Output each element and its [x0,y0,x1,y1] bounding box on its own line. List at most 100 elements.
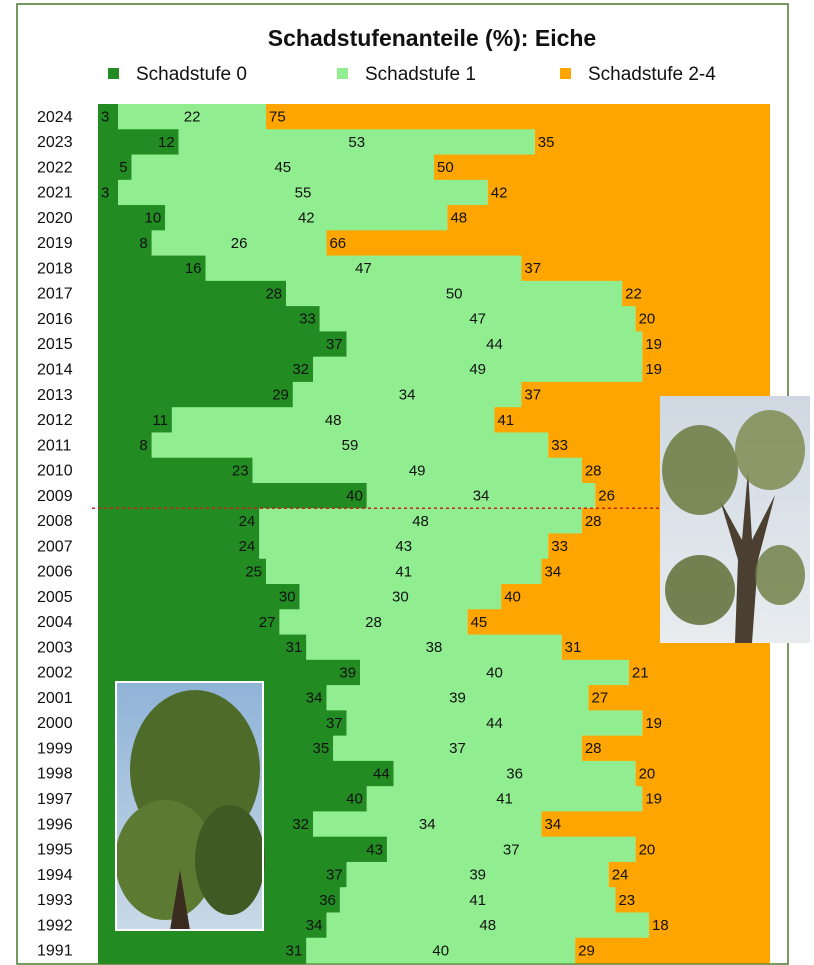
value-label: 31 [286,942,303,959]
value-label: 22 [184,109,201,126]
value-label: 41 [469,892,486,909]
bar-segment [622,281,770,307]
y-tick-label: 1994 [37,867,73,884]
y-tick-label: 2024 [37,109,73,126]
y-tick-label: 2009 [37,488,73,505]
value-label: 30 [279,589,296,606]
bar-segment [447,205,770,231]
y-tick-label: 2021 [37,185,73,202]
value-label: 37 [326,336,343,353]
value-label: 37 [326,867,343,884]
bar-segment [521,256,770,282]
y-tick-label: 1993 [37,892,73,909]
y-tick-label: 2012 [37,412,73,429]
value-label: 44 [373,765,390,782]
value-label: 36 [319,892,336,909]
bar-segment [98,559,266,585]
value-label: 37 [326,715,343,732]
bar-segment [98,584,300,610]
value-label: 23 [618,892,635,909]
value-label: 53 [348,134,365,151]
value-label: 59 [342,437,359,454]
value-label: 10 [145,210,162,227]
y-tick-label: 2013 [37,387,73,404]
bar-segment [98,281,286,307]
value-label: 3 [101,109,109,126]
y-tick-label: 2015 [37,336,73,353]
value-label: 24 [612,867,629,884]
value-label: 42 [298,210,315,227]
value-label: 33 [551,538,568,555]
y-tick-label: 2005 [37,589,73,606]
value-label: 30 [392,589,409,606]
value-label: 32 [292,816,309,833]
value-label: 20 [639,311,656,328]
y-tick-label: 2001 [37,690,73,707]
value-label: 41 [395,563,412,580]
value-label: 75 [269,109,286,126]
value-label: 44 [486,336,503,353]
value-label: 48 [450,210,467,227]
y-tick-label: 2018 [37,260,73,277]
y-tick-label: 2003 [37,639,73,656]
value-label: 37 [503,841,520,858]
bar-segment [98,306,320,332]
value-label: 20 [639,765,656,782]
bar-segment [575,938,770,964]
value-label: 45 [274,159,291,176]
y-tick-label: 1992 [37,917,73,934]
value-label: 28 [585,740,602,757]
y-tick-label: 2006 [37,564,73,581]
bar-segment [98,635,306,661]
value-label: 34 [473,488,490,505]
value-label: 32 [292,361,309,378]
value-label: 38 [426,639,443,656]
value-label: 34 [419,816,436,833]
value-label: 29 [578,942,595,959]
bar-segment [615,887,770,913]
chart-title: Schadstufenanteile (%): Eiche [268,25,596,51]
value-label: 28 [265,285,282,302]
bar-segment [488,180,770,206]
value-label: 12 [158,134,175,151]
value-label: 27 [592,690,609,707]
bar-segment [98,458,253,484]
value-label: 41 [496,791,513,808]
value-label: 34 [306,690,323,707]
value-label: 5 [119,159,127,176]
value-label: 37 [524,387,541,404]
value-label: 33 [551,437,568,454]
value-label: 49 [409,462,426,479]
y-tick-label: 1995 [37,842,73,859]
y-tick-label: 1991 [37,943,73,960]
y-tick-label: 2011 [37,437,72,454]
value-label: 18 [652,917,669,934]
y-tick-label: 2020 [37,210,73,227]
value-label: 41 [497,412,514,429]
value-label: 34 [545,563,562,580]
value-label: 19 [645,791,662,808]
value-label: 35 [313,740,330,757]
legend-label: Schadstufe 0 [136,64,247,85]
y-tick-label: 2016 [37,311,73,328]
chart: Schadstufenanteile (%): Eiche 2024322752… [0,0,814,965]
value-label: 16 [185,260,202,277]
legend-label: Schadstufe 2-4 [588,64,716,85]
value-label: 27 [259,614,276,631]
bar-segment [98,609,279,635]
photo-left [115,682,265,930]
bar-segment [542,811,770,837]
y-tick-label: 2000 [37,715,73,732]
value-label: 3 [101,184,109,201]
value-label: 28 [585,462,602,479]
value-label: 24 [239,513,256,530]
bar-segment [629,660,770,686]
legend-label: Schadstufe 1 [365,64,476,85]
value-label: 45 [471,614,488,631]
value-label: 24 [239,538,256,555]
bar-segment [636,306,770,332]
value-label: 55 [295,184,312,201]
value-label: 42 [491,184,508,201]
value-label: 40 [432,942,449,959]
value-label: 43 [395,538,412,555]
